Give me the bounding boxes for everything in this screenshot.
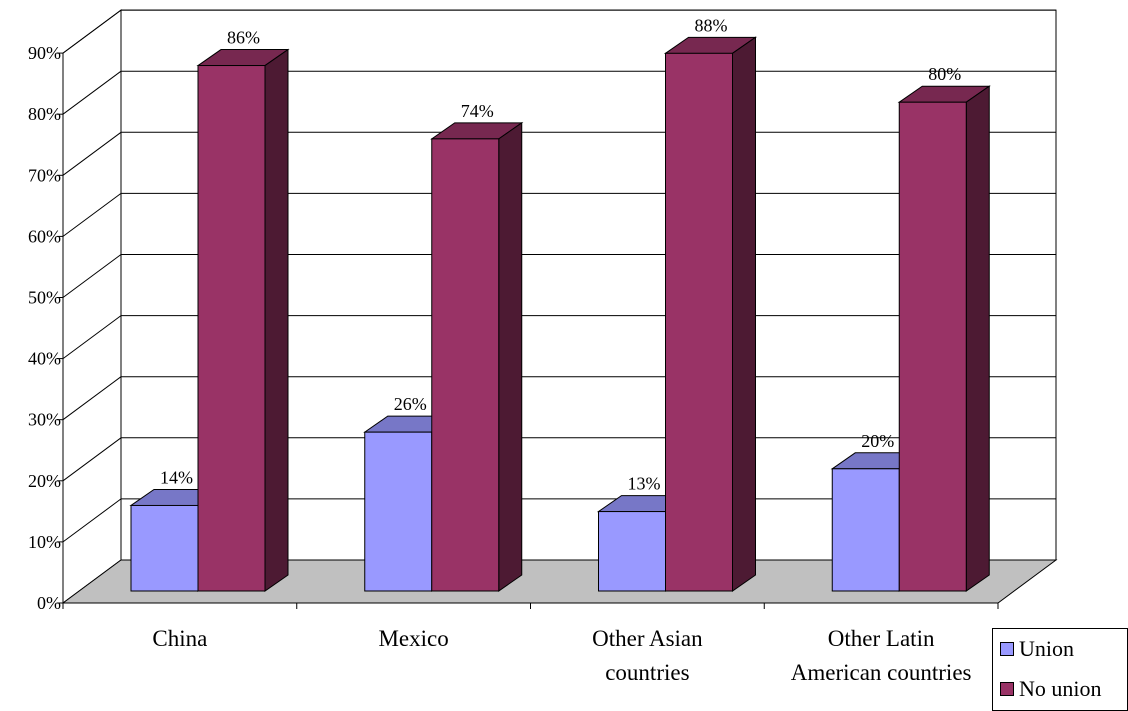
x-category-labels: China Mexico Other Asian countries Other Lat… <box>152 626 971 685</box>
bar-front <box>665 52 733 592</box>
bar-side <box>965 85 990 592</box>
legend-label-union: Union <box>1019 636 1074 661</box>
y-tick-labels: 0% 10% 20% 30% 40% 50% 60% 70% 80% 90% <box>28 43 61 613</box>
x-category-label: China <box>152 626 207 651</box>
x-category-label: Mexico <box>378 626 448 651</box>
y-tick-label: 50% <box>28 288 61 308</box>
x-category-label: American countries <box>791 660 972 685</box>
y-tick-label: 60% <box>28 226 61 246</box>
data-label: 13% <box>628 474 661 494</box>
bar-side <box>732 36 756 592</box>
gridline-side <box>62 254 122 298</box>
y-tick-label: 10% <box>28 532 61 552</box>
x-category-label: Other Asian <box>592 626 703 651</box>
data-label: 86% <box>227 28 260 48</box>
legend-item-union: Union <box>1000 636 1074 661</box>
bar-front <box>898 101 967 592</box>
gridline-side <box>62 131 122 176</box>
y-tick-label: 0% <box>37 593 61 613</box>
legend-swatch-union <box>1000 642 1014 656</box>
gridline-side <box>62 315 122 360</box>
side-wall <box>62 9 122 604</box>
axes <box>57 52 999 609</box>
data-label: 88% <box>695 15 728 35</box>
legend-item-no-union: No union <box>1000 676 1102 701</box>
data-label: 26% <box>394 394 427 414</box>
bar <box>430 121 524 592</box>
bar-front <box>831 468 900 592</box>
gridline-side <box>62 376 122 421</box>
gridline-side <box>62 70 122 115</box>
y-tick-label: 90% <box>28 43 61 63</box>
legend-swatch-no-union <box>1000 682 1014 696</box>
x-category-label: countries <box>605 660 689 685</box>
y-tick-label: 70% <box>28 165 61 185</box>
bar <box>196 48 290 592</box>
bar-front <box>130 504 199 592</box>
bar-front <box>431 138 500 592</box>
data-label: 80% <box>928 64 961 84</box>
data-labels: 14% 86% 26% 74% 13% 88% 20% 80% <box>160 15 961 493</box>
legend: Union No union <box>992 628 1128 711</box>
bar <box>663 36 758 592</box>
gridline-side <box>62 9 122 54</box>
data-label: 14% <box>160 467 193 487</box>
data-label: 20% <box>861 431 894 451</box>
gridline-side <box>62 192 122 237</box>
y-tick-label: 40% <box>28 349 61 369</box>
bar-side <box>498 121 523 592</box>
data-label: 74% <box>461 101 494 121</box>
gridline-side <box>62 437 122 482</box>
bar-side <box>264 48 289 592</box>
x-category-label: Other Latin <box>828 626 935 651</box>
bars <box>129 36 991 592</box>
bar-front <box>598 511 666 592</box>
bar-front <box>364 431 433 592</box>
bar-front <box>197 65 266 592</box>
bar <box>897 85 991 592</box>
y-tick-label: 20% <box>28 471 61 491</box>
gridline-side <box>62 498 122 543</box>
legend-label-no-union: No union <box>1019 676 1102 701</box>
y-tick-label: 30% <box>28 410 61 430</box>
y-tick-label: 80% <box>28 104 61 124</box>
